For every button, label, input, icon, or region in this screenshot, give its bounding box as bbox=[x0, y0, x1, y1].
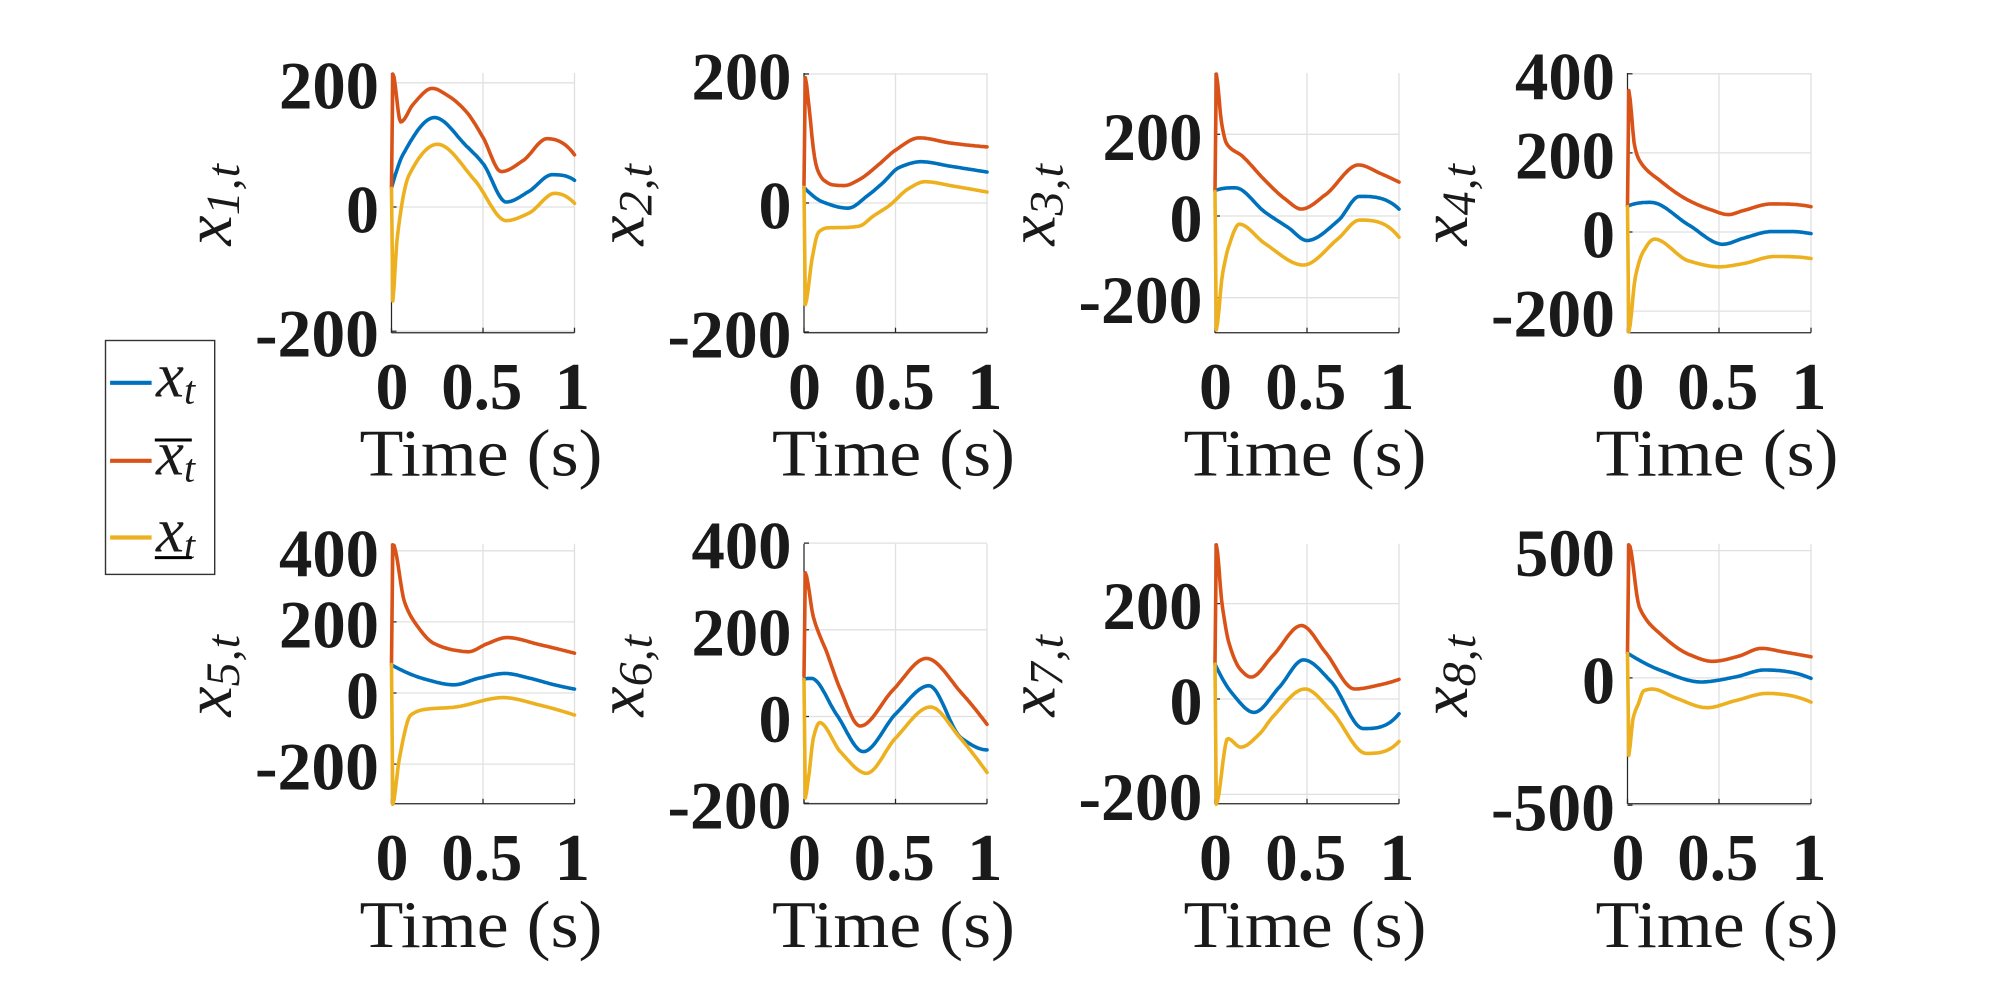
svg-text:Time (s): Time (s) bbox=[1184, 888, 1427, 962]
svg-text:0.5: 0.5 bbox=[1677, 350, 1758, 424]
svg-text:-200: -200 bbox=[1079, 262, 1203, 338]
svg-text:200: 200 bbox=[279, 47, 379, 123]
svg-text:1: 1 bbox=[1379, 821, 1415, 895]
svg-text:0: 0 bbox=[1170, 181, 1203, 257]
svg-text:-200: -200 bbox=[1491, 276, 1615, 352]
svg-text:0: 0 bbox=[376, 350, 409, 424]
svg-text:200: 200 bbox=[1103, 568, 1203, 644]
svg-text:x8,t: x8,t bbox=[1406, 633, 1486, 717]
svg-text:-200: -200 bbox=[255, 296, 379, 372]
svg-text:0: 0 bbox=[1582, 197, 1615, 273]
svg-text:Time (s): Time (s) bbox=[1596, 888, 1839, 962]
svg-text:Time (s): Time (s) bbox=[1184, 417, 1427, 491]
svg-text:400: 400 bbox=[1515, 38, 1615, 114]
svg-text:-200: -200 bbox=[255, 729, 379, 805]
svg-text:x7,t: x7,t bbox=[994, 633, 1074, 717]
svg-text:1: 1 bbox=[1791, 350, 1827, 424]
svg-text:Time (s): Time (s) bbox=[772, 417, 1015, 491]
svg-text:Time (s): Time (s) bbox=[360, 417, 603, 491]
svg-text:0.5: 0.5 bbox=[441, 821, 522, 895]
svg-text:0: 0 bbox=[1612, 821, 1645, 895]
svg-text:200: 200 bbox=[1515, 117, 1615, 193]
svg-text:1: 1 bbox=[554, 821, 590, 895]
svg-text:400: 400 bbox=[279, 515, 379, 591]
svg-text:1: 1 bbox=[1791, 821, 1827, 895]
svg-text:Time (s): Time (s) bbox=[772, 888, 1015, 962]
svg-text:0: 0 bbox=[376, 821, 409, 895]
svg-text:200: 200 bbox=[692, 594, 792, 670]
svg-text:1: 1 bbox=[967, 821, 1003, 895]
svg-text:0: 0 bbox=[788, 350, 821, 424]
svg-text:0: 0 bbox=[1170, 664, 1203, 740]
svg-text:0: 0 bbox=[1612, 350, 1645, 424]
svg-text:0: 0 bbox=[346, 658, 379, 734]
svg-text:0: 0 bbox=[788, 821, 821, 895]
svg-text:0.5: 0.5 bbox=[1677, 821, 1758, 895]
svg-text:0: 0 bbox=[1199, 821, 1232, 895]
svg-text:0: 0 bbox=[1199, 350, 1232, 424]
svg-text:-500: -500 bbox=[1491, 770, 1615, 846]
svg-text:0.5: 0.5 bbox=[854, 350, 935, 424]
svg-text:-200: -200 bbox=[1079, 759, 1203, 835]
svg-text:0.5: 0.5 bbox=[441, 350, 522, 424]
svg-text:0: 0 bbox=[1582, 642, 1615, 718]
svg-text:Time (s): Time (s) bbox=[360, 888, 603, 962]
svg-text:400: 400 bbox=[692, 508, 792, 584]
svg-text:0: 0 bbox=[759, 681, 792, 757]
svg-text:1: 1 bbox=[554, 350, 590, 424]
svg-text:0.5: 0.5 bbox=[854, 821, 935, 895]
svg-text:-200: -200 bbox=[668, 768, 792, 844]
svg-text:0: 0 bbox=[759, 168, 792, 244]
svg-text:Time (s): Time (s) bbox=[1596, 417, 1839, 491]
svg-text:-200: -200 bbox=[668, 297, 792, 373]
svg-text:0.5: 0.5 bbox=[1265, 821, 1346, 895]
svg-text:1: 1 bbox=[1379, 350, 1415, 424]
svg-text:200: 200 bbox=[1103, 99, 1203, 175]
svg-text:0.5: 0.5 bbox=[1265, 350, 1346, 424]
svg-text:0: 0 bbox=[346, 172, 379, 248]
svg-text:500: 500 bbox=[1515, 515, 1615, 591]
svg-text:1: 1 bbox=[967, 350, 1003, 424]
svg-text:x2,t: x2,t bbox=[583, 162, 663, 246]
svg-text:200: 200 bbox=[692, 39, 792, 115]
svg-text:200: 200 bbox=[279, 586, 379, 662]
